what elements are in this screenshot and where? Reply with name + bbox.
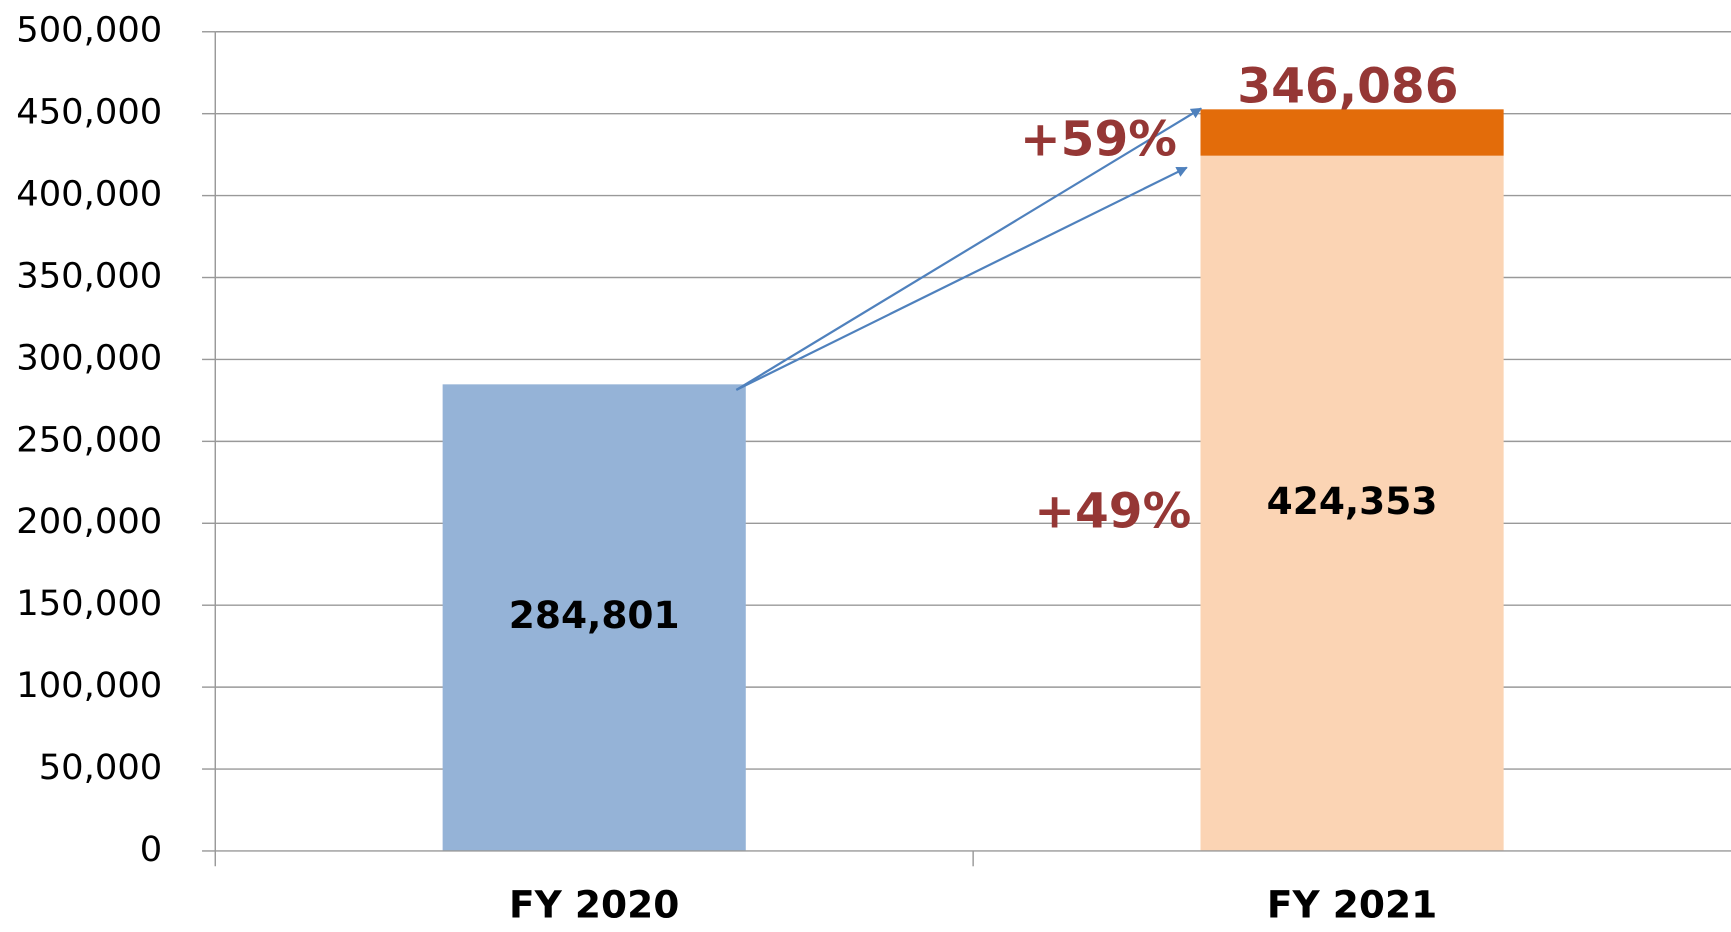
x-tick-label: FY 2020 <box>509 882 679 926</box>
value-label: 284,801 <box>509 593 680 637</box>
y-tick-label: 450,000 <box>16 92 162 133</box>
y-tick-label: 50,000 <box>39 747 163 788</box>
y-tick-label: 500,000 <box>16 10 162 51</box>
y-tick-label: 350,000 <box>16 256 162 297</box>
y-tick-label: 300,000 <box>16 338 162 379</box>
arrow <box>735 166 1188 391</box>
bar-segment <box>1200 109 1504 156</box>
x-tick-label: FY 2021 <box>1267 882 1437 926</box>
labels: FY 2020 284,801 FY 2021 424,353 346,086 +59% +… <box>509 59 1459 926</box>
y-tick-label: 100,000 <box>16 665 162 706</box>
y-tick-label: 400,000 <box>16 174 162 215</box>
y-tick-label: 200,000 <box>16 501 162 542</box>
annotation: +49% <box>1034 484 1191 540</box>
y-tick-label: 0 <box>140 829 162 870</box>
bars <box>442 109 1504 851</box>
y-tick-label: 150,000 <box>16 583 162 624</box>
bar-segment <box>1200 155 1504 851</box>
arrow <box>735 107 1203 391</box>
y-tick-label: 250,000 <box>16 419 162 460</box>
value-label: 424,353 <box>1267 479 1438 523</box>
bar-segment <box>442 384 746 851</box>
axes: 0 50,000 100,000 150,000 200,000 250,000 300,0… <box>16 10 1731 870</box>
annotation: 346,086 <box>1237 59 1458 115</box>
annotation: +59% <box>1020 111 1177 167</box>
